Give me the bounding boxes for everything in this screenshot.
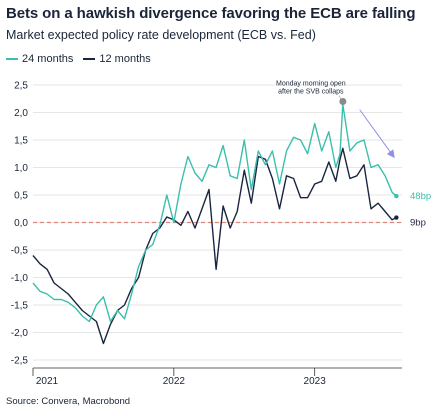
y-tick-label: 1,5 [14,136,28,147]
y-axis: 2,5 2,0 1,5 1,0 0,5 0,0 -0,5 -1,0 -1,5 -2,0 -2,5 [11,81,29,367]
series-lines [32,103,397,345]
y-tick-label: 1,0 [14,163,28,174]
y-tick-label: -2,5 [11,356,29,367]
legend-label-12m: 12 months [99,53,151,65]
legend-item-24m: 24 months [6,53,73,65]
x-tick-label: 2021 [36,376,59,387]
end-label-12m: 9bp [410,218,426,229]
end-point [394,193,399,199]
svb-marker [339,98,347,105]
x-tick-label: 2023 [304,376,327,387]
y-tick-label: 0,0 [14,218,28,229]
legend-swatch-24m [6,58,18,60]
x-tick-label: 2022 [163,376,186,387]
end-point [394,215,399,220]
chart-subtitle: Market expected policy rate development … [6,28,316,42]
y-tick-label: 2,0 [14,108,28,119]
y-tick-label: -0,5 [11,246,29,257]
series-line-24m [32,103,397,323]
y-tick-label: -2,0 [11,328,29,339]
end-label-24m: 48bp [410,191,431,202]
source-note: Source: Convera, Macrobond [6,396,131,407]
legend-item-12m: 12 months [83,53,151,65]
legend-swatch-12m [83,58,96,60]
legend: 24 months 12 months [6,53,151,65]
x-axis: 2021 2022 2023 [32,367,402,387]
annotation-text: after the SVB collaps [278,89,344,96]
annotation-text: Monday morning open [276,81,346,88]
y-tick-label: -1,5 [11,301,29,312]
series-line-12m [32,147,397,345]
chart-title: Bets on a hawkish divergence favoring th… [6,5,416,22]
legend-label-24m: 24 months [22,53,74,65]
trend-arrow [359,109,395,159]
y-tick-label: 2,5 [14,81,28,92]
y-tick-label: 0,5 [14,191,28,202]
y-tick-label: -1,0 [11,273,29,284]
